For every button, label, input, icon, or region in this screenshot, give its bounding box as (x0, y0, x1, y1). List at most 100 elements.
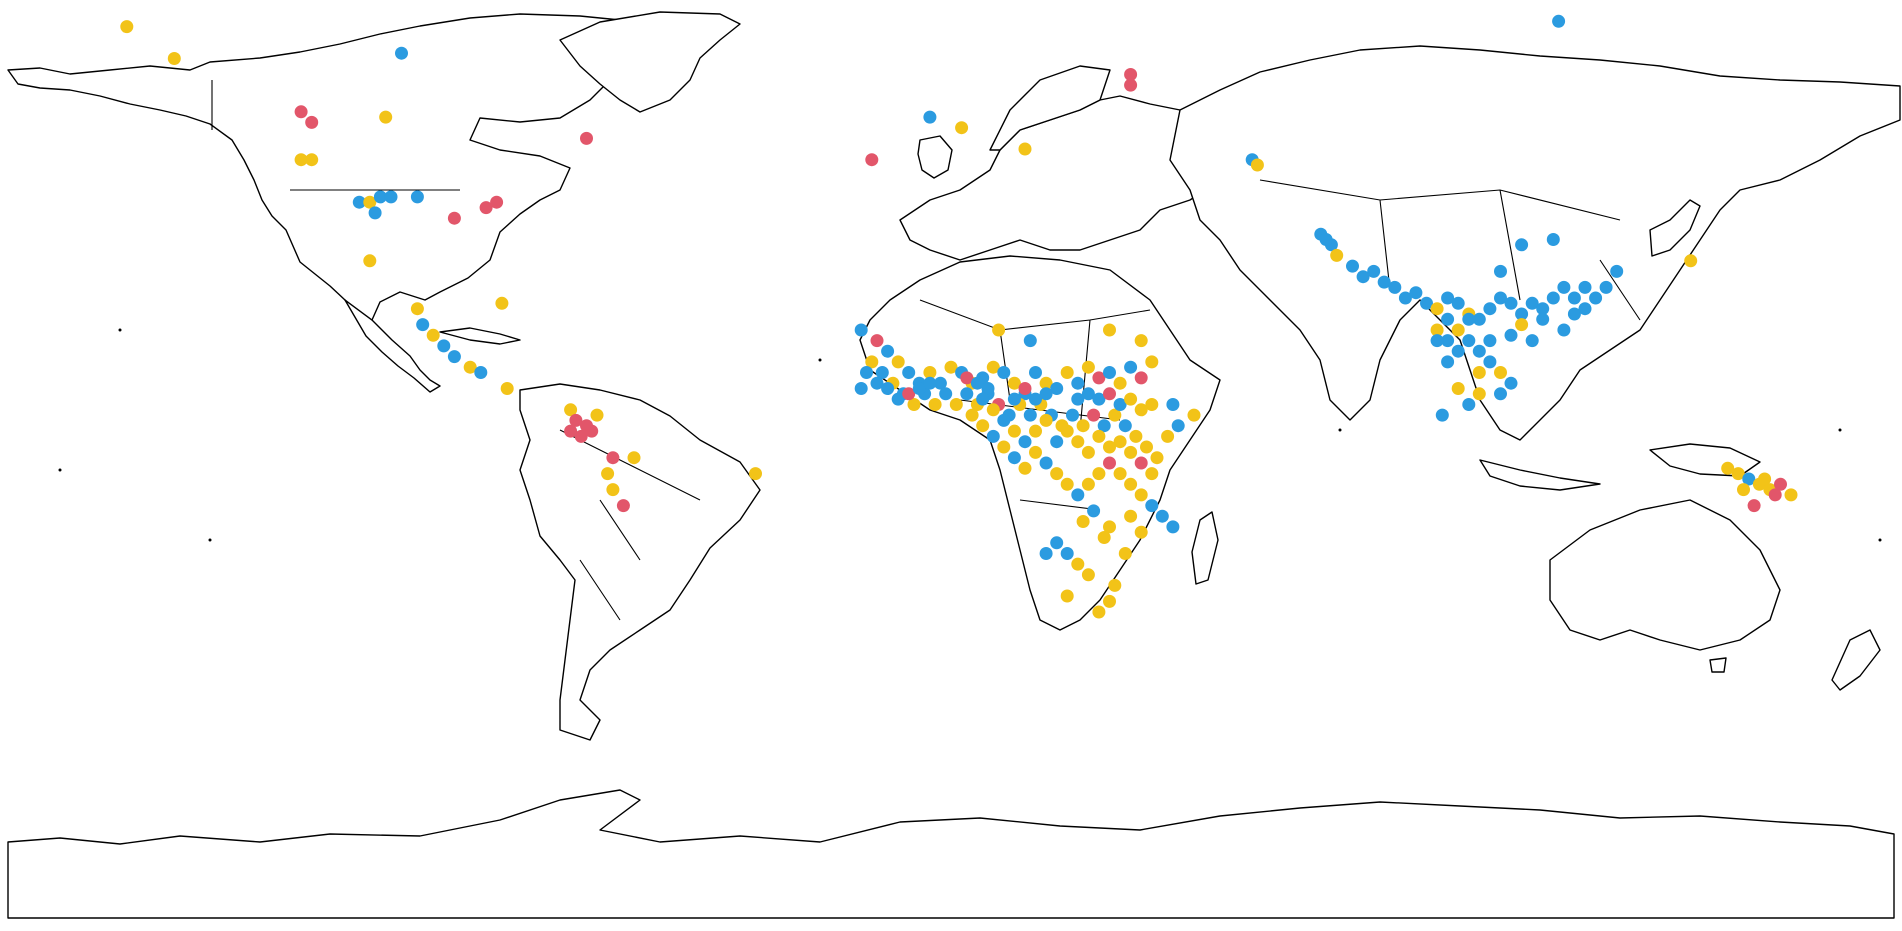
tasmania-landmass (1709, 657, 1727, 673)
map-point (1494, 264, 1507, 278)
map-point (1250, 158, 1264, 172)
map-point (379, 110, 393, 124)
map-point (1060, 589, 1074, 603)
map-point (1060, 366, 1074, 379)
map-point (1071, 376, 1085, 390)
map-point (410, 302, 424, 316)
map-point (447, 350, 461, 364)
map-point (294, 105, 308, 119)
map-point (1050, 467, 1064, 481)
map-point (1039, 387, 1053, 401)
map-point (1462, 312, 1476, 326)
map-point (986, 360, 1000, 374)
map-point (1166, 398, 1180, 411)
map-point (1081, 360, 1095, 374)
map-point (294, 153, 308, 167)
map-point (1356, 270, 1370, 284)
map-point (1007, 376, 1021, 390)
map-point (1129, 429, 1143, 443)
map-point (1071, 435, 1085, 449)
map-point (749, 467, 762, 481)
map-point (939, 387, 953, 401)
map-point (1134, 371, 1148, 385)
cuba-landmass (439, 327, 521, 345)
madagascar-landmass (1191, 511, 1219, 585)
map-point (881, 382, 895, 395)
map-point (1097, 531, 1111, 544)
map-point (410, 190, 424, 204)
map-point (1768, 488, 1782, 502)
map-point (1721, 461, 1735, 475)
antarctica-landmass (7, 789, 1895, 919)
map-point (305, 153, 319, 167)
map-point (1546, 233, 1560, 246)
map-point (1124, 392, 1138, 406)
map-point (1552, 14, 1566, 28)
map-point (120, 20, 134, 34)
map-point (1018, 435, 1032, 449)
africa-landmass (859, 255, 1221, 631)
map-point (1515, 238, 1529, 252)
map-point (479, 201, 493, 215)
map-point (1039, 413, 1053, 427)
map-point (960, 387, 974, 401)
map-point (1087, 408, 1101, 422)
map-point (1092, 467, 1106, 481)
map-point (1113, 376, 1127, 390)
map-point (1472, 344, 1486, 358)
map-point (616, 499, 630, 513)
map-point (1578, 302, 1592, 316)
map-point (490, 195, 504, 209)
map-point (1567, 291, 1581, 305)
map-point (960, 371, 974, 385)
map-point (1118, 547, 1132, 560)
map-point (986, 403, 1000, 417)
map-point (1018, 142, 1032, 156)
map-point (1103, 440, 1116, 454)
map-point (1451, 382, 1465, 395)
map-point (1081, 568, 1095, 582)
map-point (564, 403, 578, 417)
map-point (585, 424, 599, 438)
map-point (881, 344, 895, 358)
map-point (1441, 355, 1455, 369)
map-point (1113, 467, 1127, 481)
map-point (891, 355, 905, 369)
map-point (986, 429, 1000, 443)
map-point (992, 323, 1006, 337)
pacific-islet (1878, 538, 1882, 542)
map-point (1097, 419, 1111, 433)
map-point (1150, 451, 1164, 465)
asia-borders (1259, 179, 1641, 321)
map-point (1330, 248, 1344, 262)
map-point (923, 110, 937, 124)
map-point (949, 398, 963, 411)
map-point (1525, 334, 1539, 348)
map-point (1081, 445, 1095, 459)
map-point (1494, 387, 1507, 401)
map-point (1451, 296, 1465, 310)
map-point (1557, 323, 1571, 337)
map-point (1092, 392, 1106, 406)
map-point (902, 387, 916, 401)
map-point (601, 467, 615, 481)
map-point (1071, 392, 1085, 406)
map-point (1409, 286, 1423, 300)
map-point (1504, 328, 1518, 342)
map-point (569, 413, 583, 427)
map-point (965, 408, 979, 422)
map-point (981, 382, 995, 395)
map-point (1029, 424, 1042, 438)
map-point (384, 190, 398, 204)
map-point (1103, 387, 1116, 401)
map-point (1124, 509, 1138, 523)
map-point (1134, 334, 1148, 348)
central-america-landmass (344, 299, 441, 393)
map-point (860, 366, 873, 379)
map-point (997, 440, 1011, 454)
map-point (1346, 259, 1359, 273)
map-point (1087, 504, 1101, 518)
map-point (474, 366, 488, 379)
map-point (1113, 435, 1127, 449)
